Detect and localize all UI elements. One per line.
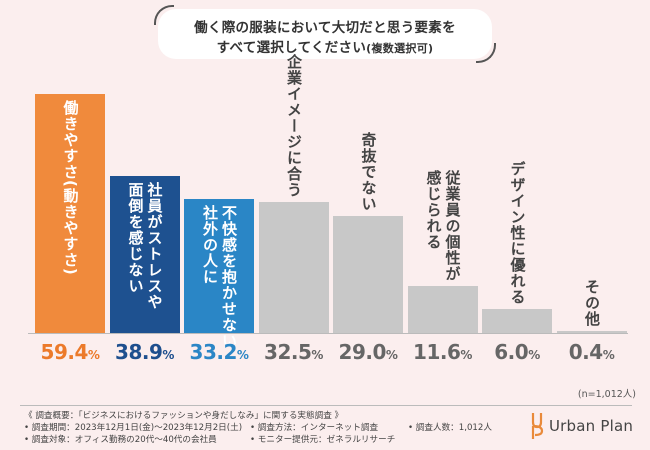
value-label-4: 32.5%: [259, 340, 329, 364]
value-label-8: 0.4%: [557, 340, 627, 364]
value-label-5: 29.0%: [333, 340, 403, 364]
bar-1: [35, 94, 105, 333]
urban-plan-logo-icon: [531, 413, 544, 439]
sample-size-note: (n=1,012人): [577, 389, 636, 400]
category-label-7: デザイン性に優れる: [508, 161, 527, 305]
category-label-3-line-2: 社外の人に: [201, 205, 219, 286]
value-label-6-unit: %: [460, 348, 472, 362]
value-label-3: 33.2%: [184, 340, 254, 364]
chart-title-line-1: 働く際の服装において大切だと思う要素を: [194, 20, 456, 36]
title-corner-bracket-top-left: [154, 5, 174, 25]
bar-7: [482, 308, 552, 333]
value-label-4-number: 32.5: [264, 340, 312, 364]
survey-provider: • モニター提供元：ゼネラルリサーチ: [250, 435, 396, 445]
category-label-5-line-1: 奇抜でない: [359, 132, 378, 213]
bar-2: [109, 176, 180, 333]
urban-plan-logo-text: Urban Plan: [549, 417, 634, 435]
bar-5: [333, 216, 403, 333]
value-label-6-number: 11.6: [413, 340, 461, 364]
category-label-6: 従業員の個性が 感じられる: [424, 170, 462, 282]
value-label-7-unit: %: [528, 348, 540, 362]
category-label-6-line-1: 従業員の個性が: [443, 170, 462, 283]
category-label-2-line-1: 社員がストレスや: [145, 182, 164, 311]
chart-title-line-2: すべて選択してください(複数選択可): [158, 36, 492, 56]
category-label-4-line-1: 企業イメージに合う: [285, 54, 303, 199]
value-label-5-number: 29.0: [338, 340, 387, 364]
chart-title-note: (複数選択可): [366, 42, 434, 55]
category-label-4: 企業イメージに合う: [284, 54, 303, 198]
category-label-1: 働きやすさ(動きやすさ): [61, 100, 80, 276]
footer-divider: [20, 405, 632, 406]
value-label-1-unit: %: [87, 348, 100, 362]
value-label-7-number: 6.0: [494, 340, 529, 364]
category-label-7-line-1: デザイン性に優れる: [508, 160, 527, 305]
value-label-3-number: 33.2: [189, 340, 238, 364]
category-label-3-line-1: 不快感を抱かせない: [220, 205, 238, 350]
value-label-2: 38.9%: [110, 340, 180, 364]
survey-summary: 《 調査概要：「ビジネスにおけるファッションや身だしなみ」に関する実態調査 》: [24, 411, 344, 421]
bar-4: [258, 202, 329, 333]
value-label-6: 11.6%: [408, 340, 478, 364]
category-label-2: 社員がストレスや 面倒を感じない: [126, 182, 164, 310]
bar-3: [184, 199, 254, 333]
value-label-8-unit: %: [602, 348, 615, 362]
chart-title-main: すべて選択してください: [216, 40, 367, 56]
urban-plan-logo: Urban Plan: [529, 412, 639, 440]
value-label-5-unit: %: [385, 348, 398, 362]
value-label-2-unit: %: [162, 348, 174, 362]
survey-target: • 調査対象：オフィス勤務の20代～40代の会社員: [24, 435, 217, 445]
survey-count: • 調査人数：1,012人: [408, 423, 492, 433]
chart-baseline: [28, 333, 628, 334]
category-label-8: その他: [582, 279, 601, 327]
category-label-8-line-1: その他: [583, 279, 601, 328]
value-label-2-number: 38.9: [115, 340, 163, 364]
bar-6: [407, 286, 478, 333]
value-label-1: 59.4%: [35, 340, 105, 364]
value-label-3-unit: %: [236, 348, 249, 362]
chart-title-box: 働く際の服装において大切だと思う要素を すべて選択してください(複数選択可): [154, 5, 496, 63]
category-label-3: 不快感を抱かせない 社外の人に: [200, 205, 238, 349]
category-label-2-line-2: 面倒を感じない: [126, 182, 145, 295]
category-label-1-line-1: 働きやすさ(動きやすさ): [61, 100, 80, 276]
survey-period: • 調査期間：2023年12月1日(金)～2023年12月2日(土): [24, 423, 243, 433]
value-label-1-number: 59.4: [40, 340, 89, 364]
survey-method: • 調査方法：インターネット調査: [250, 423, 379, 433]
category-label-6-line-2: 感じられる: [424, 170, 443, 251]
category-label-5: 奇抜でない: [359, 132, 378, 212]
bar-8: [556, 331, 627, 333]
value-label-8-number: 0.4: [568, 340, 603, 364]
value-label-7: 6.0%: [482, 340, 552, 364]
value-label-4-unit: %: [311, 348, 323, 362]
